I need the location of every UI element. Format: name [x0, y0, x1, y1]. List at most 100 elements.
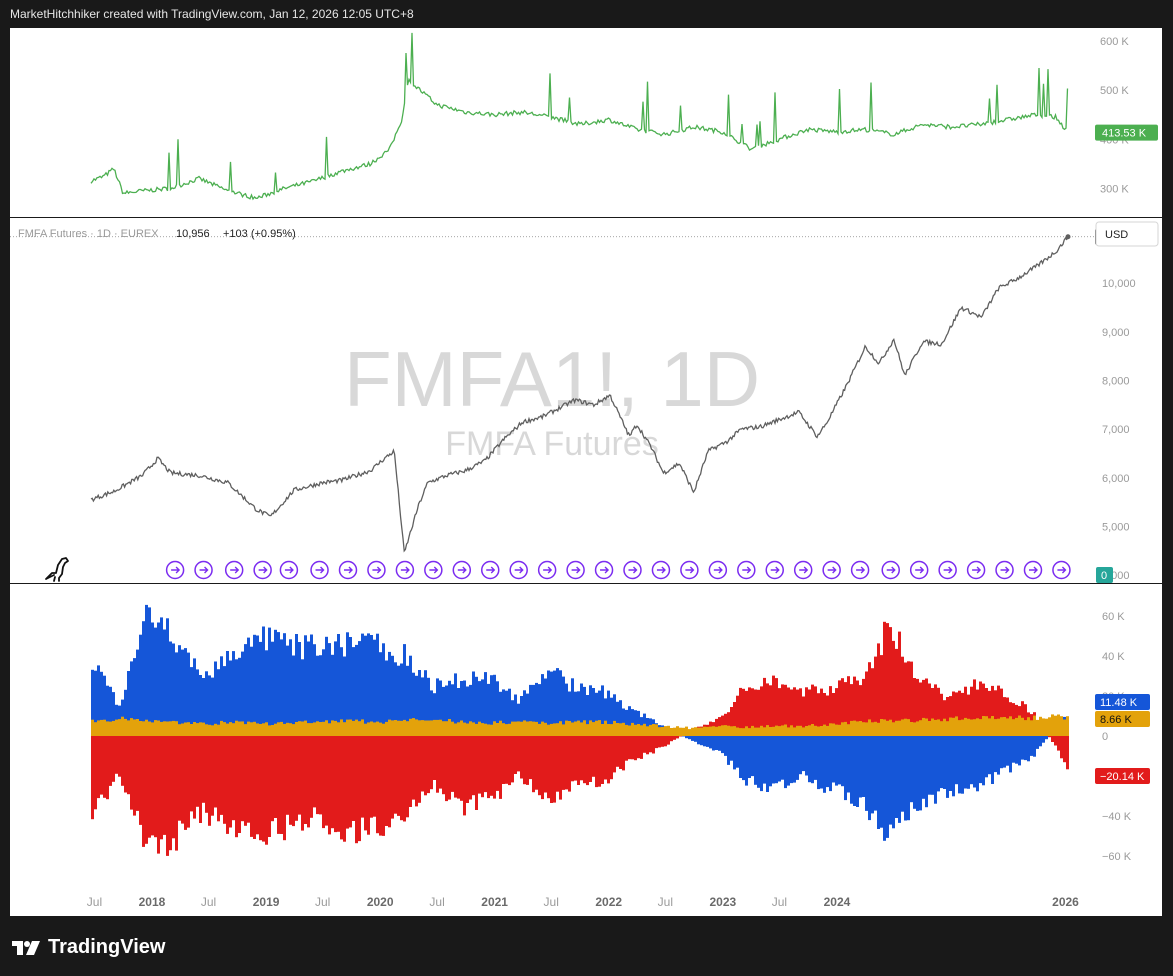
rollover-event-icon[interactable] — [708, 560, 728, 580]
non-commercials-bar — [133, 736, 136, 816]
small-traders-bar — [760, 725, 763, 736]
non-commercials-bar — [574, 736, 577, 781]
small-traders-bar — [721, 725, 724, 736]
rollover-event-icon[interactable] — [793, 560, 813, 580]
rollover-event-icon[interactable] — [165, 560, 185, 580]
rollover-event-icon[interactable] — [765, 560, 784, 580]
commercials-bar — [172, 643, 175, 736]
non-commercials-bar — [544, 736, 547, 793]
commercials-bar — [568, 691, 571, 736]
rollover-event-icon[interactable] — [822, 560, 841, 580]
rollover-event-icon[interactable] — [194, 560, 213, 580]
rollover-event-icon[interactable] — [623, 560, 642, 580]
non-commercials-bar — [619, 736, 622, 769]
commercials-bar — [187, 652, 190, 736]
commercials-bar — [928, 736, 931, 795]
non-commercials-bar — [892, 640, 895, 736]
rollover-event-icon[interactable] — [1023, 560, 1043, 580]
event-marker-arrow — [656, 566, 666, 574]
commercials-bar — [256, 635, 259, 736]
oi-last-value-text: 413.53 K — [1102, 128, 1147, 140]
small-traders-bar — [655, 724, 658, 736]
rollover-event-icon[interactable] — [367, 560, 386, 580]
rollover-event-icon[interactable] — [1052, 560, 1071, 580]
commercials-bar — [748, 736, 751, 778]
rollover-event-icon[interactable] — [737, 560, 756, 580]
rollover-event-icon[interactable] — [850, 560, 870, 580]
small-traders-bar — [946, 721, 949, 736]
rollover-event-icon[interactable] — [909, 560, 929, 580]
non-commercials-bar — [748, 687, 751, 736]
non-commercials-bar — [478, 736, 481, 794]
commercials-bar — [898, 736, 901, 823]
rollover-event-icon[interactable] — [537, 560, 557, 580]
oi-axis-tick: 300 K — [1100, 183, 1129, 195]
small-traders-bar — [736, 727, 739, 736]
currency-label[interactable]: USD — [1105, 229, 1128, 241]
tradingview-footer[interactable]: TradingView — [12, 934, 165, 960]
time-axis[interactable]: Jul 2018 Jul 2019 Jul 2020 Jul 2021 Jul 2022 Jul 20… — [87, 895, 1079, 909]
rollover-event-icon[interactable] — [651, 560, 671, 580]
rollover-event-icon[interactable] — [995, 560, 1014, 580]
non-commercials-bar — [742, 688, 745, 736]
rollover-event-icon[interactable] — [338, 560, 358, 580]
currency-selector-box[interactable] — [1095, 221, 1159, 247]
symbol-legend[interactable]: FMFA Futures · 1D · EUREX — [18, 228, 159, 240]
small-traders-bar — [328, 723, 331, 736]
rollover-event-icon[interactable] — [424, 560, 443, 580]
cot-last-value-bg — [1095, 694, 1150, 710]
last-price-dot — [1065, 234, 1071, 240]
commercials-bar — [133, 658, 136, 736]
non-commercials-bar — [664, 736, 667, 747]
rollover-event-icon[interactable] — [480, 560, 500, 580]
commercials-bar — [184, 648, 187, 736]
rollover-event-icon[interactable] — [279, 560, 299, 580]
non-commercials-bar — [679, 736, 682, 737]
rollover-event-icon[interactable] — [566, 560, 585, 580]
small-traders-bar — [847, 724, 850, 736]
small-traders-bar — [277, 722, 280, 736]
currency-selector[interactable]: USD — [1095, 221, 1159, 247]
commercials-bar — [253, 634, 256, 736]
rollover-event-icon[interactable] — [253, 560, 272, 580]
non-commercials-bar — [430, 736, 433, 790]
commercials-bar — [388, 651, 391, 736]
rollover-event-icon[interactable] — [680, 560, 699, 580]
commercials-bar — [298, 642, 301, 736]
rollover-event-icon[interactable] — [310, 560, 329, 580]
rollover-event-icon[interactable] — [966, 560, 986, 580]
commercials-bar — [307, 641, 310, 736]
non-commercials-bar — [967, 694, 970, 736]
non-commercials-bar — [469, 736, 472, 800]
rollover-event-icon[interactable] — [452, 560, 472, 580]
rollover-event-icon[interactable] — [509, 560, 528, 580]
non-commercials-bar — [562, 736, 565, 790]
rollover-event-icon[interactable] — [395, 560, 415, 580]
commercials-bar — [634, 710, 637, 736]
rollover-event-icon[interactable] — [938, 560, 957, 580]
small-traders-bar — [397, 720, 400, 736]
small-traders-bar — [877, 722, 880, 736]
small-traders-bar — [1024, 720, 1027, 736]
non-commercials-bar — [997, 685, 1000, 736]
small-traders-bar — [694, 727, 697, 736]
commercials-bar — [853, 736, 856, 806]
dinosaur-icon[interactable] — [45, 557, 69, 582]
small-traders-bar — [751, 725, 754, 736]
commercials-bar — [727, 736, 730, 765]
small-traders-bar — [628, 725, 631, 736]
rollover-event-icon[interactable] — [594, 560, 614, 580]
commercials-bar — [724, 736, 727, 756]
commercials-bar — [901, 736, 904, 812]
rollover-event-icon[interactable] — [881, 560, 900, 580]
non-commercials-bar — [643, 736, 646, 753]
small-traders-bar — [385, 721, 388, 736]
rollover-event-icon[interactable] — [224, 560, 244, 580]
non-commercials-bar — [403, 736, 406, 822]
small-traders-bar — [1051, 714, 1054, 736]
small-traders-bar — [1012, 719, 1015, 736]
small-traders-bar — [475, 723, 478, 736]
commercials-bar — [526, 693, 529, 736]
